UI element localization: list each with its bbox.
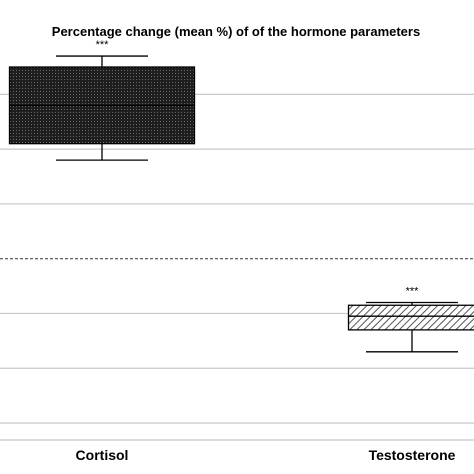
category-labels: Cortisol Testosterone — [76, 447, 456, 463]
chart-title: Percentage change (mean %) of of the hor… — [52, 24, 420, 39]
box-body — [347, 304, 474, 331]
box-testosterone: *** — [347, 286, 474, 353]
significance-marker: *** — [96, 39, 110, 51]
category-label-cortisol: Cortisol — [76, 447, 129, 463]
box-cortisol: *** — [8, 39, 196, 161]
boxes-group: *** *** — [8, 39, 474, 353]
gridlines — [0, 93, 474, 441]
significance-marker: *** — [406, 286, 420, 298]
category-label-testosterone: Testosterone — [369, 447, 456, 463]
